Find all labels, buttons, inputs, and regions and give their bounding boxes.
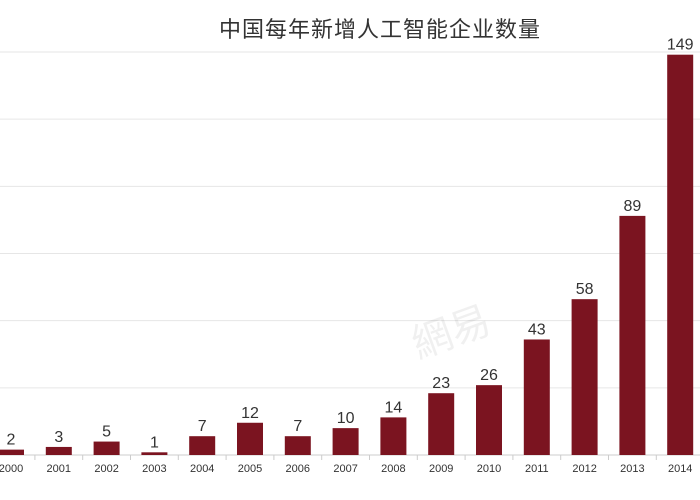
category-label-2009: 2009 (429, 463, 453, 475)
value-label-2001: 3 (54, 429, 63, 446)
bar-2003 (141, 452, 168, 455)
category-label-2000: 2000 (0, 463, 23, 475)
value-label-2011: 43 (528, 321, 546, 338)
category-label-2002: 2002 (94, 463, 118, 475)
bar-2002 (93, 441, 120, 455)
value-label-2007: 10 (337, 410, 355, 427)
category-label-2005: 2005 (238, 463, 262, 475)
bar-2010 (476, 385, 502, 455)
category-label-2006: 2006 (286, 463, 310, 475)
bar-2007 (332, 428, 359, 455)
bar-2009 (428, 393, 455, 455)
bar-2006 (284, 436, 311, 455)
bar-2000 (0, 449, 24, 455)
value-label-2013: 89 (624, 198, 642, 215)
bar-2011 (523, 339, 550, 455)
bar-2014 (667, 54, 694, 455)
value-label-2002: 5 (102, 424, 111, 441)
chart-title: 中国每年新增人工智能企业数量 (218, 18, 541, 43)
category-label-2014: 2014 (668, 463, 692, 475)
category-label-2012: 2012 (572, 463, 596, 475)
category-label-2003: 2003 (142, 463, 166, 475)
value-label-2008: 14 (385, 399, 403, 416)
value-label-2012: 58 (576, 281, 594, 298)
category-label-2011: 2011 (525, 463, 549, 475)
category-label-2004: 2004 (190, 463, 214, 475)
value-label-2000: 2 (7, 432, 16, 449)
category-label-2008: 2008 (381, 463, 405, 475)
bar-2013 (619, 215, 646, 455)
value-label-2004: 7 (198, 418, 207, 435)
category-label-2013: 2013 (620, 463, 644, 475)
bar-2008 (380, 417, 407, 455)
value-label-2009: 23 (432, 375, 450, 392)
value-label-2003: 1 (150, 434, 159, 451)
category-label-2007: 2007 (333, 463, 357, 475)
value-label-2005: 12 (241, 405, 259, 422)
value-label-2006: 7 (293, 418, 302, 435)
bar-2001 (45, 446, 72, 455)
bar-2005 (237, 422, 263, 455)
value-label-2010: 26 (480, 367, 498, 384)
category-label-2010: 2010 (477, 463, 501, 475)
category-label-2001: 2001 (47, 463, 71, 475)
bar-2004 (189, 436, 216, 455)
value-label-2014: 149 (667, 37, 694, 54)
bar-2012 (571, 299, 598, 455)
